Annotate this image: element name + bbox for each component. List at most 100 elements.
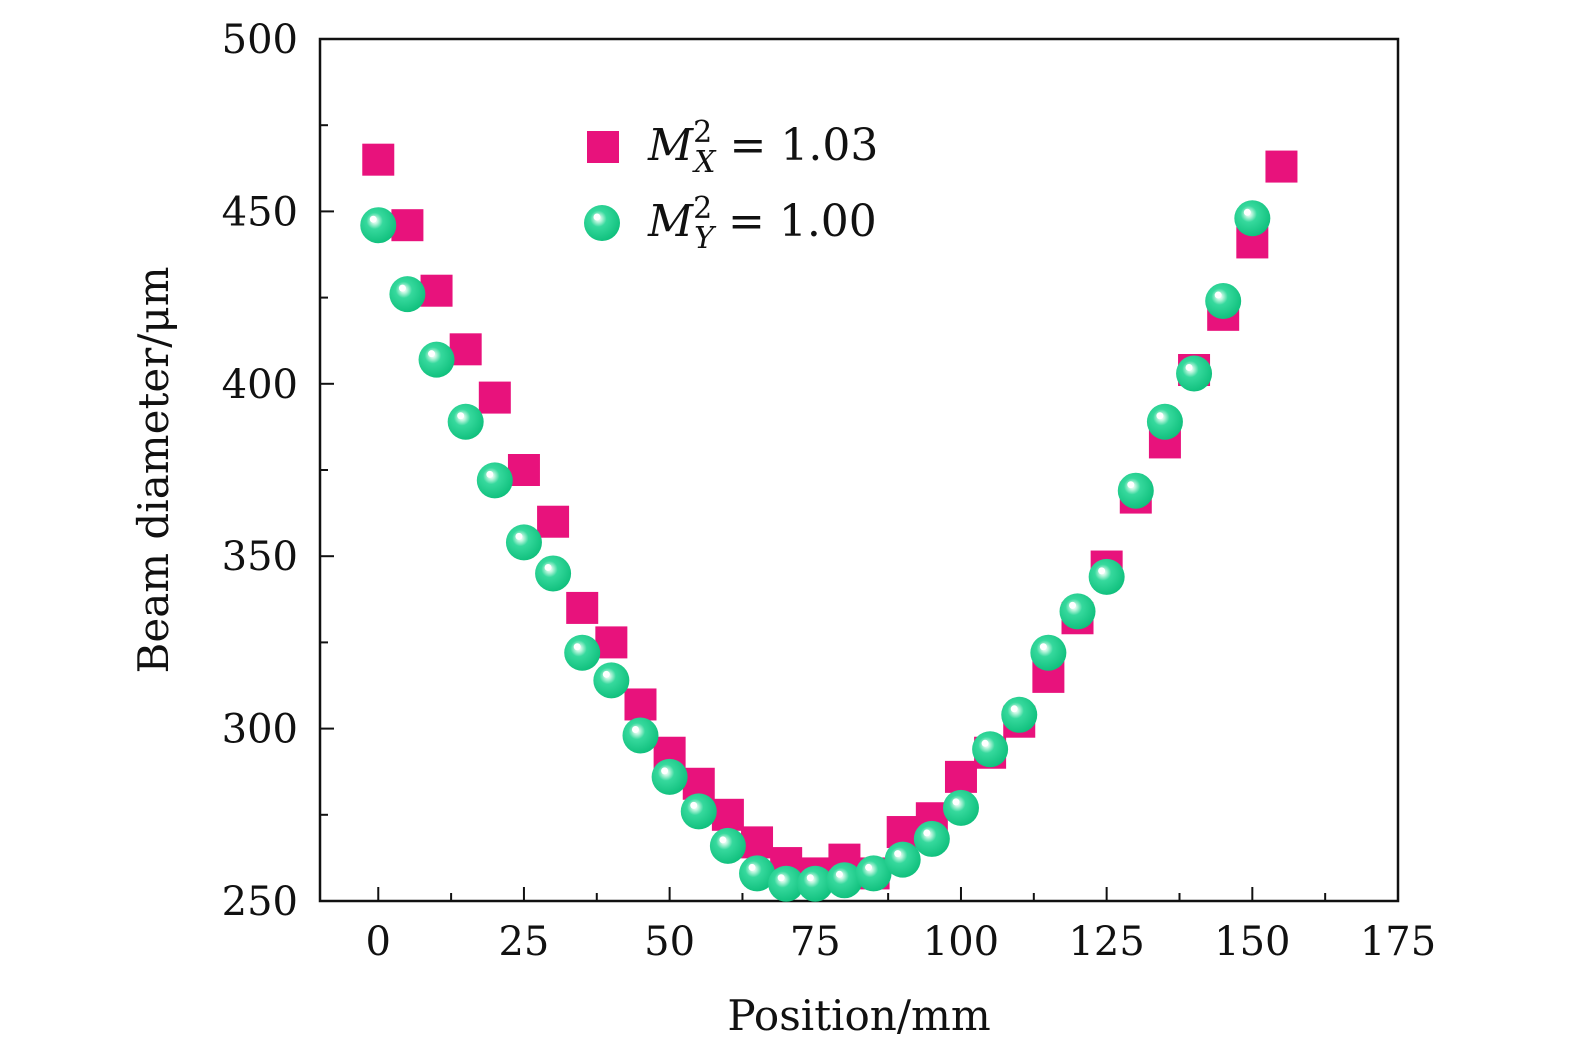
legend-marker-my (584, 205, 620, 241)
data-point-my (972, 731, 1009, 768)
legend-label-mx: M2 X = 1.03 (647, 115, 878, 180)
sphere-highlight (661, 767, 669, 775)
data-point-my (564, 634, 601, 671)
sphere-body (418, 341, 455, 378)
data-point-my (535, 555, 572, 592)
sphere-highlight (631, 725, 639, 733)
data-point-mx (741, 826, 774, 859)
data-point-my (1117, 472, 1154, 509)
data-point-my (1234, 200, 1271, 237)
legend-label-my: M2 Y = 1.00 (647, 191, 877, 256)
legend: M2 X = 1.03 M2 Y = 1.00 (584, 115, 878, 256)
sphere-highlight (1243, 208, 1251, 216)
sphere-highlight (602, 670, 610, 678)
data-point-mx (711, 798, 744, 831)
data-point-my (1176, 355, 1213, 392)
sphere-body (972, 731, 1009, 768)
data-point-my (593, 662, 630, 699)
sphere-highlight (544, 563, 552, 571)
data-point-mx (478, 381, 511, 414)
sphere-body (680, 793, 717, 830)
data-point-my (1059, 593, 1096, 630)
sphere-body (1205, 283, 1242, 320)
legend-mx-sub: X (692, 145, 717, 180)
sphere-highlight (486, 470, 494, 478)
x-tick-label: 150 (1214, 919, 1290, 965)
sphere-body (826, 862, 863, 899)
sphere-body (651, 758, 688, 795)
sphere-body (1176, 355, 1213, 392)
x-tick-label: 175 (1360, 919, 1436, 965)
data-point-my (1088, 558, 1125, 595)
sphere-body (447, 403, 484, 440)
data-point-my (1146, 403, 1183, 440)
legend-my-sub: Y (694, 221, 717, 256)
sphere-highlight (894, 850, 902, 858)
data-point-my (1001, 696, 1038, 733)
y-tick-label: 300 (222, 707, 298, 753)
sphere-highlight (573, 643, 581, 651)
x-tick-label: 100 (923, 919, 999, 965)
x-tick-label: 125 (1068, 919, 1144, 965)
sphere-highlight (748, 863, 756, 871)
data-point-my (476, 462, 513, 499)
legend-mx-eq: = 1.03 (730, 120, 879, 171)
sphere-body (476, 462, 513, 499)
sphere-highlight (690, 801, 698, 809)
legend-mx-var: M (647, 120, 694, 171)
legend-my-var: M (647, 196, 694, 247)
sphere-highlight (806, 874, 814, 882)
legend-my-sup: 2 (693, 191, 712, 226)
legend-my-eq: = 1.00 (728, 196, 877, 247)
sphere-body (564, 634, 601, 671)
data-point-my (1205, 283, 1242, 320)
data-point-mx (624, 688, 657, 721)
y-tick-label: 450 (222, 189, 298, 235)
data-point-my (680, 793, 717, 830)
sphere-highlight (1039, 643, 1047, 651)
sphere-highlight (369, 215, 377, 223)
legend-marker-mx (587, 131, 619, 163)
sphere-body (1030, 634, 1067, 671)
series-mx (362, 143, 1298, 890)
data-point-mx (595, 626, 628, 659)
data-point-mx (449, 333, 482, 366)
data-point-my (739, 855, 776, 892)
sphere-body (1146, 403, 1183, 440)
y-tick-label: 250 (222, 879, 298, 925)
data-point-mx (420, 274, 453, 307)
data-point-my (942, 789, 979, 826)
x-tick-label: 25 (498, 919, 549, 965)
data-point-my (389, 276, 426, 313)
sphere-highlight (1156, 412, 1164, 420)
sphere-highlight (593, 213, 601, 221)
sphere-highlight (1069, 601, 1077, 609)
sphere-body (389, 276, 426, 313)
sphere-body (797, 865, 834, 902)
sphere-highlight (865, 863, 873, 871)
sphere-highlight (777, 874, 785, 882)
sphere-highlight (835, 870, 843, 878)
data-point-mx (566, 591, 599, 624)
sphere-highlight (398, 284, 406, 292)
y-tick-label: 500 (222, 17, 298, 63)
data-point-my (1030, 634, 1067, 671)
data-point-my (651, 758, 688, 795)
sphere-highlight (1185, 363, 1193, 371)
sphere-body (709, 827, 746, 864)
data-point-mx (507, 454, 540, 486)
data-point-my (826, 862, 863, 899)
data-point-my (768, 865, 805, 902)
data-point-my (709, 827, 746, 864)
sphere-highlight (1214, 291, 1222, 299)
data-point-my (418, 341, 455, 378)
x-tick-label: 0 (366, 919, 391, 965)
x-tick-label: 75 (790, 919, 841, 965)
y-tick-label: 350 (222, 534, 298, 580)
sphere-highlight (923, 829, 931, 837)
sphere-highlight (981, 739, 989, 747)
sphere-body (739, 855, 776, 892)
y-tick-label: 400 (222, 362, 298, 408)
sphere-highlight (1127, 481, 1135, 489)
